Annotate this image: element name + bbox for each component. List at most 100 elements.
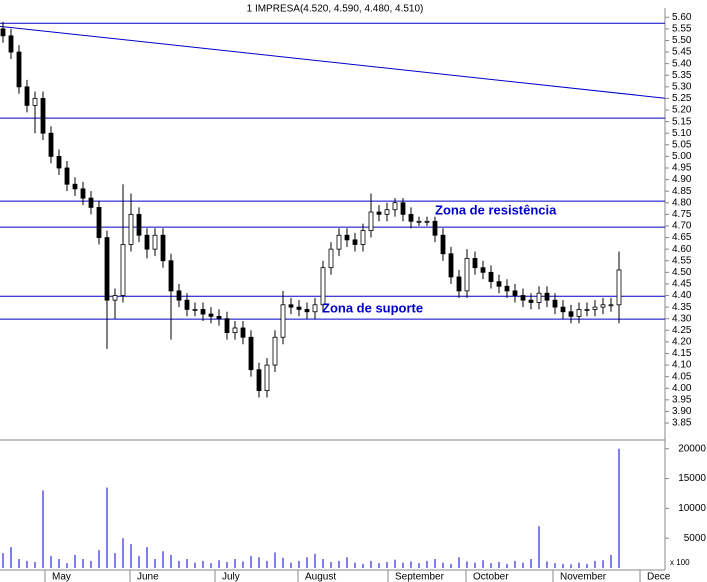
candle-body <box>584 309 590 311</box>
y-tick-label: 4.75 <box>672 209 692 220</box>
x-tick-label: May <box>52 572 71 582</box>
y-tick-label: 5.20 <box>672 105 692 116</box>
volume-tick-label: 10000 <box>678 503 706 514</box>
y-tick-label: 4.50 <box>672 267 692 278</box>
y-tick-label: 4.55 <box>672 255 692 266</box>
candle-body <box>352 239 358 245</box>
volume-unit-label: x 100 <box>670 558 690 567</box>
candle-body <box>376 211 382 215</box>
candle-body <box>544 292 550 301</box>
y-tick-label: 5.50 <box>672 35 692 46</box>
y-tick-label: 4.45 <box>672 279 692 290</box>
candle-body <box>200 309 206 315</box>
candle-body <box>184 299 190 310</box>
candle-body <box>384 209 390 215</box>
candle-body <box>512 290 518 296</box>
y-tick-label: 3.90 <box>672 406 692 417</box>
candle-body <box>80 188 86 199</box>
candle-body <box>424 220 430 223</box>
candle-body <box>96 207 102 238</box>
candle-body <box>64 167 70 185</box>
y-tick-label: 5.05 <box>672 139 692 150</box>
candle-body <box>208 313 214 317</box>
y-tick-label: 4.20 <box>672 337 692 348</box>
y-tick-label: 4.60 <box>672 244 692 255</box>
chart-title: 1 IMPRESA(4.520, 4.590, 4.480, 4.510) <box>247 4 424 15</box>
candle-body <box>552 299 558 308</box>
candle-body <box>560 306 566 313</box>
y-tick-label: 3.85 <box>672 418 692 429</box>
candle-body <box>120 244 126 296</box>
y-tick-label: 4.70 <box>672 221 692 232</box>
candle-body <box>520 295 526 301</box>
y-tick-label: 3.95 <box>672 394 692 405</box>
candle-body <box>240 327 246 338</box>
candle-body <box>528 299 534 303</box>
candle-body <box>416 220 422 223</box>
candle-body <box>320 267 326 306</box>
candle-body <box>176 290 182 301</box>
candle-body <box>432 220 438 236</box>
candle-body <box>16 51 22 88</box>
candle-body <box>272 336 278 366</box>
candle-body <box>152 234 158 250</box>
candle-body <box>112 295 118 301</box>
candle-body <box>576 309 582 317</box>
y-tick-label: 4.30 <box>672 313 692 324</box>
x-tick-label: October <box>473 572 509 582</box>
candle-body <box>232 327 238 334</box>
x-tick-label: November <box>560 572 607 582</box>
candle-body <box>32 98 38 106</box>
candle-body <box>224 318 230 334</box>
volume-tick-label: 15000 <box>678 473 706 484</box>
candle-body <box>488 271 494 283</box>
y-tick-label: 5.60 <box>672 12 692 23</box>
x-tick-label: September <box>395 572 445 582</box>
candle-body <box>448 253 454 278</box>
candle-body <box>24 86 30 106</box>
candle-body <box>256 369 262 391</box>
y-tick-label: 5.35 <box>672 70 692 81</box>
y-tick-label: 4.00 <box>672 383 692 394</box>
candle-body <box>616 269 622 306</box>
candle-body <box>248 336 254 371</box>
volume-tick-label: 20000 <box>678 443 706 454</box>
candle-body <box>392 202 398 211</box>
candle-body <box>8 35 14 53</box>
candle-body <box>368 211 374 231</box>
y-tick-label: 4.35 <box>672 302 692 313</box>
trend-line <box>0 25 666 99</box>
candle-body <box>400 202 406 215</box>
candle-body <box>568 311 574 317</box>
x-tick-label: July <box>222 572 240 582</box>
candle-body <box>0 28 6 37</box>
candle-body <box>592 306 598 310</box>
candle-body <box>192 309 198 311</box>
candle-body <box>472 258 478 269</box>
candle-body <box>504 285 510 292</box>
y-tick-label: 4.80 <box>672 197 692 208</box>
y-tick-label: 4.90 <box>672 174 692 185</box>
candle-body <box>304 309 310 313</box>
y-tick-label: 5.55 <box>672 24 692 35</box>
candle-body <box>280 304 286 338</box>
candle-body <box>144 234 150 250</box>
candle-body <box>312 304 318 313</box>
candle-body <box>440 234 446 255</box>
y-tick-label: 5.45 <box>672 47 692 58</box>
volume-tick-label: 5000 <box>684 533 707 544</box>
candle-body <box>480 267 486 273</box>
y-tick-label: 4.10 <box>672 360 692 371</box>
candle-body <box>288 304 294 308</box>
x-tick-label: Dece <box>647 572 671 582</box>
y-tick-label: 5.40 <box>672 58 692 69</box>
candle-body <box>464 258 470 292</box>
annotation: Zona de suporte <box>322 300 423 315</box>
candle-body <box>408 213 414 222</box>
candle-body <box>608 304 614 307</box>
candle-body <box>296 306 302 310</box>
y-tick-label: 4.95 <box>672 163 692 174</box>
candle-body <box>600 304 606 308</box>
